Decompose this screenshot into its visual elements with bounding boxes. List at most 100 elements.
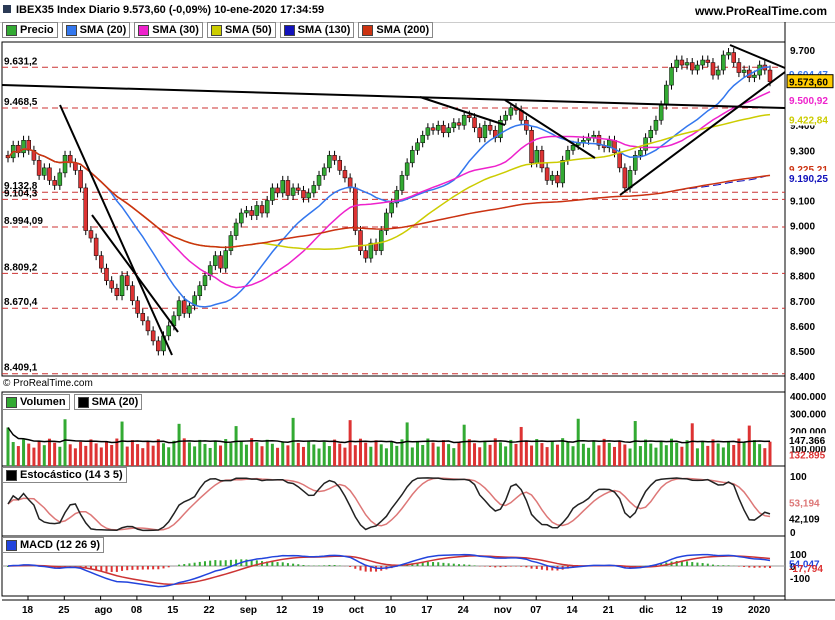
candle-body bbox=[503, 114, 508, 121]
candle-body bbox=[316, 175, 322, 186]
macd-histogram-bar bbox=[421, 562, 424, 566]
macd-histogram-bar bbox=[214, 560, 217, 566]
macd-histogram-bar bbox=[359, 566, 362, 571]
sma130-line bbox=[7, 148, 771, 248]
macd-histogram-bar bbox=[7, 566, 9, 567]
candles-group bbox=[5, 47, 773, 356]
legend-sma50[interactable]: SMA (50) bbox=[206, 22, 276, 38]
y-tick-label: 9.400 bbox=[790, 121, 815, 132]
candle-body bbox=[638, 150, 643, 156]
candle-body bbox=[275, 187, 280, 194]
macd-histogram-bar bbox=[95, 566, 98, 571]
volume-bar bbox=[644, 439, 648, 466]
y-tick-label: 8.400 bbox=[790, 372, 815, 383]
volume-bar bbox=[53, 442, 57, 466]
macd-histogram-bar bbox=[349, 566, 352, 567]
macd-histogram-bar bbox=[691, 562, 694, 566]
volume-bar bbox=[343, 447, 347, 466]
macd-histogram-bar bbox=[727, 565, 730, 566]
legend-volume-sma[interactable]: SMA (20) bbox=[73, 394, 143, 410]
y-tick-label: 9.100 bbox=[790, 196, 815, 207]
menu-icon[interactable] bbox=[3, 5, 11, 13]
volume-bar bbox=[410, 447, 414, 466]
legend-sma130[interactable]: SMA (130) bbox=[279, 22, 355, 38]
volume-bar bbox=[384, 448, 388, 466]
legend-macd[interactable]: MACD (12 26 9) bbox=[2, 537, 105, 553]
macd-histogram-bar bbox=[297, 564, 300, 566]
candle-body bbox=[244, 210, 249, 214]
candle-body bbox=[632, 155, 638, 171]
macd-swatch-icon bbox=[6, 539, 17, 551]
macd-histogram-bar bbox=[763, 566, 766, 568]
candle-body bbox=[166, 325, 171, 337]
macd-histogram-bar bbox=[281, 562, 284, 566]
candle-body bbox=[270, 187, 275, 201]
sma200-swatch-icon bbox=[362, 24, 374, 36]
candle-body bbox=[451, 122, 457, 128]
macd-histogram-bar bbox=[546, 566, 549, 571]
candle-body bbox=[301, 190, 306, 199]
legend-sma30[interactable]: SMA (30) bbox=[134, 22, 203, 38]
macd-histogram-bar bbox=[126, 566, 129, 571]
last-value-label: 9.500,92 bbox=[789, 96, 828, 107]
legend-volume[interactable]: Volumen bbox=[2, 394, 70, 410]
macd-histogram-bar bbox=[680, 561, 683, 566]
x-tick-label: 15 bbox=[167, 605, 179, 616]
macd-histogram-bar bbox=[276, 562, 279, 566]
macd-line bbox=[7, 553, 771, 588]
candle-body bbox=[435, 124, 441, 131]
candle-body bbox=[150, 330, 156, 342]
volume-bar bbox=[156, 439, 160, 466]
macd-histogram-bar bbox=[245, 559, 248, 566]
macd-histogram-bar bbox=[494, 566, 497, 568]
legend-sma20[interactable]: SMA (20) bbox=[61, 22, 131, 38]
volume-bar bbox=[270, 443, 274, 466]
candle-body bbox=[664, 84, 669, 106]
volume-bar bbox=[628, 448, 632, 466]
macd-histogram-bar bbox=[307, 565, 310, 566]
legend-stochastic[interactable]: Estocástico (14 3 5) bbox=[2, 467, 127, 483]
macd-histogram-bar bbox=[198, 561, 201, 566]
x-tick-label: 19 bbox=[312, 605, 324, 616]
volume-bar bbox=[597, 445, 601, 466]
macd-histogram-bar bbox=[219, 560, 222, 566]
volume-bar bbox=[561, 438, 565, 466]
volume-sma-swatch-icon bbox=[77, 396, 89, 408]
candle-body bbox=[104, 267, 109, 281]
x-tick-label: 22 bbox=[204, 605, 216, 616]
trend-line bbox=[91, 214, 179, 333]
x-tick-label: nov bbox=[494, 605, 512, 616]
volume-bar bbox=[716, 443, 720, 466]
price-swatch-icon bbox=[6, 24, 17, 36]
volume-bar bbox=[405, 422, 409, 466]
macd-histogram-bar bbox=[105, 566, 108, 572]
x-tick-label: 21 bbox=[603, 605, 615, 616]
y-tick-label: 9.300 bbox=[790, 146, 815, 157]
candle-body bbox=[88, 230, 94, 239]
y-tick-label: 9.000 bbox=[790, 222, 815, 233]
legend-price[interactable]: Precio bbox=[2, 22, 58, 38]
candle-body bbox=[441, 124, 446, 134]
volume-bar bbox=[151, 445, 155, 466]
candle-body bbox=[674, 59, 679, 68]
volume-bar bbox=[685, 440, 689, 466]
x-tick-label: 25 bbox=[58, 605, 70, 616]
candle-body bbox=[715, 69, 721, 76]
volume-bar bbox=[63, 419, 67, 466]
legend-sma200[interactable]: SMA (200) bbox=[358, 22, 434, 38]
site-link[interactable]: www.ProRealTime.com bbox=[694, 4, 827, 18]
macd-tick-label: 0 bbox=[790, 562, 796, 573]
macd-histogram-bar bbox=[457, 564, 460, 566]
stoch-k-value: 53,194 bbox=[789, 498, 820, 509]
volume-bar bbox=[68, 444, 72, 466]
candle-body bbox=[36, 160, 42, 176]
level-label: 8.809,2 bbox=[4, 262, 38, 273]
macd-histogram-bar bbox=[509, 566, 512, 567]
stoch-k-line bbox=[7, 477, 771, 532]
candle-body bbox=[181, 300, 187, 314]
x-tick-label: 19 bbox=[712, 605, 724, 616]
volume-bar bbox=[229, 443, 233, 466]
candle-body bbox=[290, 187, 296, 196]
candle-body bbox=[264, 200, 270, 214]
